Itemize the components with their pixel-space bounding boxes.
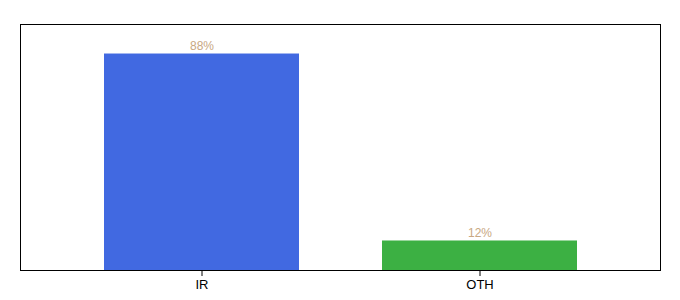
svg-text:IR: IR bbox=[196, 277, 209, 292]
svg-text:88%: 88% bbox=[190, 39, 214, 53]
svg-text:OTH: OTH bbox=[466, 277, 493, 292]
svg-text:12%: 12% bbox=[468, 226, 492, 240]
